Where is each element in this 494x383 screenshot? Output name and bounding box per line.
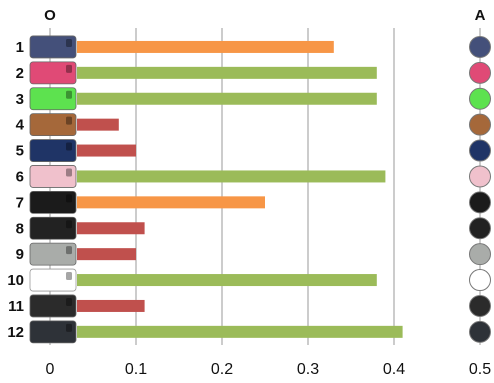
camera-cutout [66,90,72,99]
row-label: 3 [16,91,24,108]
color-swatches [469,35,491,343]
product-thumbnails [29,35,77,344]
color-swatch [469,320,491,343]
row-label: 2 [16,65,24,82]
camera-cutout [66,168,72,177]
row-label: 5 [16,143,24,160]
color-swatch [469,35,491,58]
x-tick-labels: 0 0.1 0.2 0.3 0.4 0.5 [46,361,492,378]
color-swatch [469,61,491,84]
right-column-header: A [475,7,486,24]
x-tick-label: 0.4 [383,361,405,378]
case-thumbnail [29,294,77,318]
bar [77,196,265,209]
color-swatch [469,191,491,214]
case-thumbnail [29,216,77,240]
color-swatch [469,113,491,136]
left-column-header: O [44,7,56,24]
case-thumbnail [29,268,77,292]
row-label: 6 [16,168,24,185]
x-tick-label: 0.1 [125,361,147,378]
case-thumbnail [29,87,77,111]
case-thumbnail [29,190,77,214]
color-swatch [469,165,491,188]
color-swatch [469,217,491,240]
bar [77,274,377,287]
case-thumbnail [29,242,77,266]
row-label: 11 [8,298,24,315]
bar [77,118,119,131]
camera-cutout [66,323,72,332]
bar [77,325,403,338]
camera-cutout [66,220,72,229]
color-swatch [469,243,491,266]
x-tick-label: 0.2 [211,361,233,378]
color-swatch [469,87,491,110]
bar [77,248,136,261]
color-swatch [469,139,491,162]
camera-cutout [66,64,72,73]
camera-cutout [66,142,72,151]
camera-cutout [66,297,72,306]
row-label: 12 [7,324,24,341]
bar [77,222,145,235]
x-tick-label: 0 [46,361,55,378]
bar [77,66,377,79]
bars [77,40,403,338]
camera-cutout [66,194,72,203]
row-label: 7 [16,194,24,211]
case-thumbnail [29,320,77,344]
case-thumbnail [29,35,77,59]
camera-cutout [66,272,72,281]
row-label: 9 [16,246,24,263]
bar [77,144,136,157]
bar [77,40,334,53]
bar [77,299,145,312]
bar [77,92,377,105]
row-label: 8 [16,220,24,237]
x-tick-label: 0.3 [297,361,319,378]
x-tick-label: 0.5 [469,361,491,378]
row-label: 1 [16,39,24,56]
case-thumbnail [29,139,77,162]
case-thumbnail [29,165,77,188]
row-label: 10 [7,272,24,289]
camera-cutout [66,38,72,47]
color-swatch [469,294,491,317]
case-thumbnail [29,113,77,137]
case-thumbnail [29,61,77,85]
row-label: 4 [16,117,25,134]
camera-cutout [66,246,72,255]
camera-cutout [66,116,72,125]
bar [77,170,386,183]
color-swatch [469,269,491,292]
